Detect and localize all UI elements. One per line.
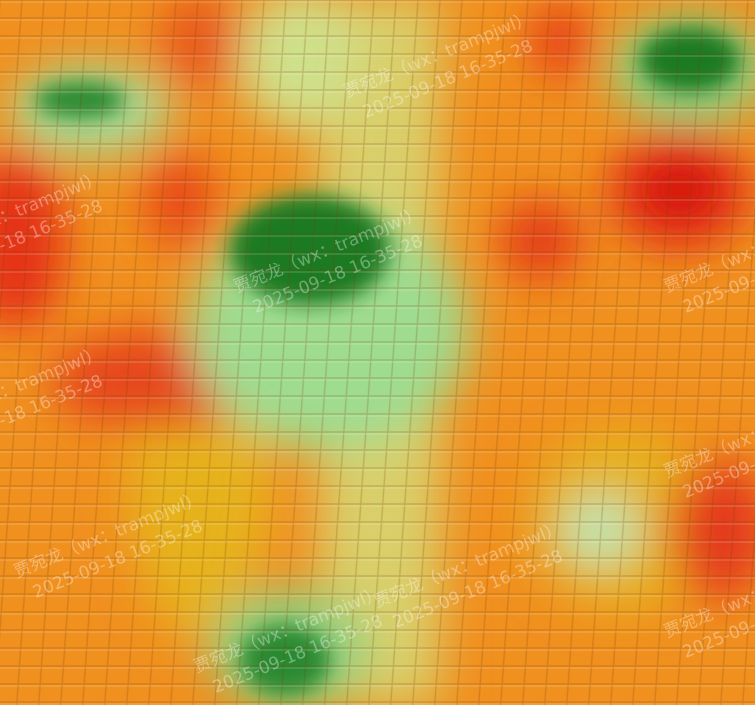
heatmap-scene: 贾宛龙（wx：trampjwl）2025-09-18 16-35-28贾宛龙（w… bbox=[0, 0, 755, 705]
tile-grid bbox=[0, 0, 755, 705]
page: 贾宛龙（wx：trampjwl） 2025-09-18 16-35-28 贾宛龙（w… bbox=[0, 0, 755, 705]
